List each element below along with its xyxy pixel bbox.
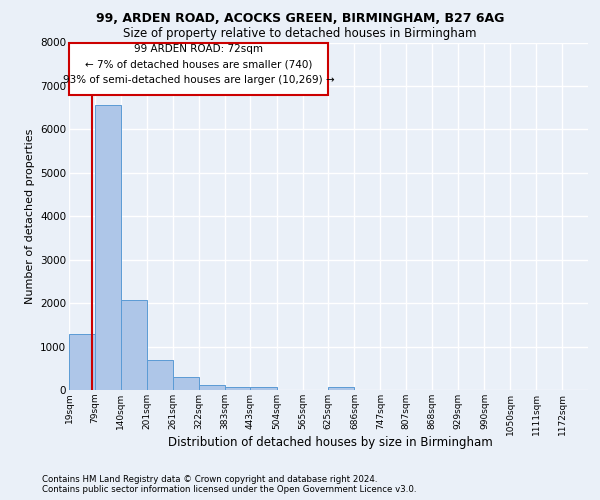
Bar [250, 387, 277, 390]
Bar [69, 42, 328, 94]
Bar [173, 377, 199, 390]
Text: Size of property relative to detached houses in Birmingham: Size of property relative to detached ho… [123, 28, 477, 40]
Text: Contains HM Land Registry data © Crown copyright and database right 2024.: Contains HM Land Registry data © Crown c… [42, 475, 377, 484]
Text: ← 7% of detached houses are smaller (740): ← 7% of detached houses are smaller (740… [85, 60, 313, 70]
Text: 93% of semi-detached houses are larger (10,269) →: 93% of semi-detached houses are larger (… [63, 74, 334, 85]
Bar [199, 385, 225, 390]
Text: 99, ARDEN ROAD, ACOCKS GREEN, BIRMINGHAM, B27 6AG: 99, ARDEN ROAD, ACOCKS GREEN, BIRMINGHAM… [96, 12, 504, 26]
Bar [95, 106, 121, 390]
Bar [328, 386, 355, 390]
Bar [147, 360, 173, 390]
Text: Contains public sector information licensed under the Open Government Licence v3: Contains public sector information licen… [42, 485, 416, 494]
Y-axis label: Number of detached properties: Number of detached properties [25, 128, 35, 304]
Text: 99 ARDEN ROAD: 72sqm: 99 ARDEN ROAD: 72sqm [134, 44, 263, 54]
Text: Distribution of detached houses by size in Birmingham: Distribution of detached houses by size … [167, 436, 493, 449]
Bar [121, 300, 147, 390]
Bar [225, 386, 250, 390]
Bar [69, 334, 95, 390]
